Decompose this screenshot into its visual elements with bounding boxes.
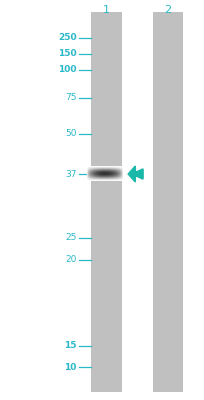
Text: 100: 100 (58, 66, 76, 74)
Text: 20: 20 (65, 256, 76, 264)
Text: 250: 250 (58, 34, 76, 42)
Text: 25: 25 (65, 234, 76, 242)
Text: 75: 75 (65, 94, 76, 102)
Bar (91, 12, 121, 392)
Text: 1: 1 (103, 5, 110, 15)
FancyArrow shape (128, 166, 140, 182)
Text: 15: 15 (64, 342, 76, 350)
Text: 37: 37 (65, 170, 76, 178)
Text: 10: 10 (64, 363, 76, 372)
Text: 2: 2 (164, 5, 171, 15)
Bar (152, 12, 183, 392)
Text: 50: 50 (65, 130, 76, 138)
Text: 150: 150 (58, 50, 76, 58)
